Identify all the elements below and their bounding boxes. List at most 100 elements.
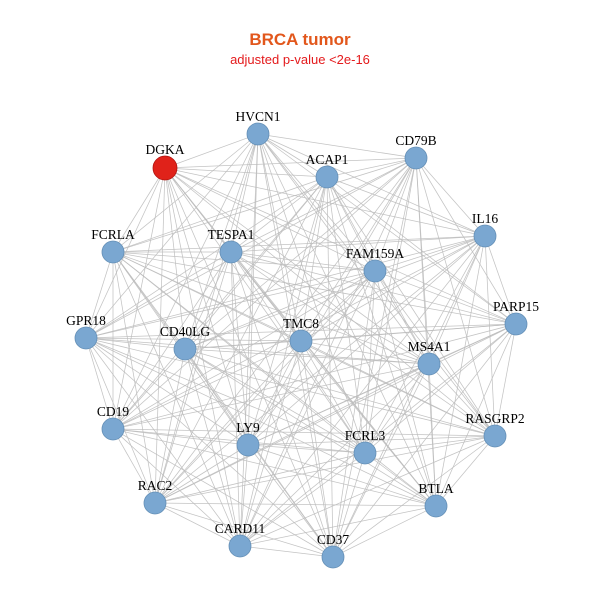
gene-label: ACAP1 [306,152,349,167]
network-edge [364,435,496,454]
network-edge [326,176,486,237]
network-edge [154,452,366,504]
network-edge [184,157,417,350]
network-edge [300,340,437,507]
network-edge [164,167,376,272]
network-edge [239,235,486,547]
network-edge [184,348,241,547]
gene-label: DGKA [146,142,185,157]
gene-label: CD37 [317,532,350,547]
network-edge [494,323,517,437]
network-edge [230,235,486,253]
network-edge [374,157,417,272]
network-edge [154,502,241,547]
network-edge [112,251,334,558]
gene-node [321,545,345,569]
network-edge [300,157,417,342]
network-edge [184,340,302,350]
network-edge [164,167,241,547]
network-edge [239,505,437,547]
network-edge [374,270,430,365]
network-edge [300,340,366,454]
network-edge [112,428,156,504]
network-edge [239,435,496,547]
network-edge [300,176,328,342]
network-edge [154,444,249,504]
network-node-cd37: CD37 [317,532,350,569]
gene-node [101,240,125,264]
gene-label: TESPA1 [208,227,255,242]
network-edge [85,270,376,339]
network-edge [154,502,334,558]
network-edge [85,176,328,339]
gene-node [173,337,197,361]
network-edge [257,133,366,454]
network-edge [164,157,417,169]
network-edge [85,337,437,507]
gene-node [353,441,377,465]
network-node-rasgrp2: RASGRP2 [465,411,525,448]
gene-label: CARD11 [215,521,266,536]
network-edge [247,435,496,446]
network-edge [85,337,430,365]
network-edge [239,176,328,547]
network-edge [184,235,486,350]
network-node-il16: IL16 [472,211,498,248]
network-edge [247,444,366,454]
network-edge [154,340,302,504]
network-node-rac2: RAC2 [138,478,172,515]
network-edge [230,251,496,437]
gene-node [483,424,507,448]
gene-node [246,122,270,146]
network-edge [300,270,376,342]
network-edge [184,270,376,350]
network-edge [112,133,259,430]
network-edge [239,157,417,547]
network-edge [85,337,302,342]
plot-title: BRCA tumor [249,30,351,49]
network-edge [85,337,186,350]
network-node-tmc8: TMC8 [283,316,319,353]
network-edge [257,133,430,365]
network-edge [85,251,114,339]
gene-label: CD19 [97,404,130,419]
network-edge [364,452,437,507]
network-edge [154,157,417,504]
network-edge [112,251,517,325]
network-node-cd79b: CD79B [395,133,437,170]
network-node-fam159a: FAM159A [346,246,404,283]
network-edge [428,363,496,437]
network-edge [247,176,328,446]
network-edge [164,167,186,350]
network-edge [300,340,496,437]
gene-node [143,491,167,515]
gene-label: CD40LG [160,324,211,339]
network-node-card11: CARD11 [215,521,266,558]
network-edge [112,428,496,437]
network-edge [247,340,302,446]
network-edge [326,176,376,272]
gene-label: MS4A1 [408,339,451,354]
network-edge [257,133,517,325]
network-edge [112,428,249,446]
network-node-tespa1: TESPA1 [208,227,255,264]
network-edge [415,157,486,237]
network-edge [85,337,249,446]
network-node-cd19: CD19 [97,404,130,441]
network-edge [184,176,328,350]
network-edge [112,348,186,430]
network-edge [374,235,486,272]
network-edge [154,235,486,504]
network-edge [230,251,241,547]
gene-node [363,259,387,283]
network-edge [112,176,328,253]
network-edge [300,340,430,365]
network-edge [364,235,486,454]
gene-node [417,352,441,376]
network-node-fcrl3: FCRL3 [345,428,386,465]
network-edge [239,270,376,547]
network-edge [435,435,496,507]
gene-node [228,534,252,558]
network-edge [332,363,430,558]
network-edge [257,133,486,237]
